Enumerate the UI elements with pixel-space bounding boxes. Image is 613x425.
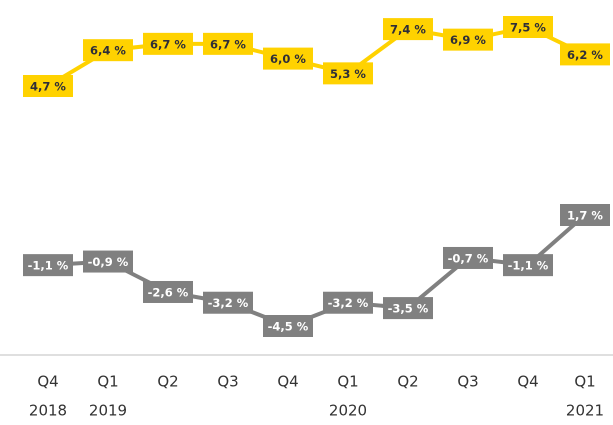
data-label-box bbox=[443, 246, 493, 269]
data-label-box bbox=[443, 28, 493, 51]
data-label: -3,2 % bbox=[328, 296, 369, 310]
data-label-group: 6,4 % bbox=[83, 39, 133, 62]
data-label: 6,0 % bbox=[270, 52, 306, 66]
data-label-box bbox=[560, 43, 610, 66]
x-tick-label: Q1 bbox=[574, 373, 595, 391]
data-label-box bbox=[503, 16, 553, 38]
data-label-group: 6,7 % bbox=[203, 32, 253, 55]
data-label-group: -0,7 % bbox=[443, 246, 493, 269]
data-label-group: 6,0 % bbox=[263, 47, 313, 70]
data-label: 6,4 % bbox=[90, 44, 126, 58]
series-line bbox=[47, 213, 587, 329]
data-label-box bbox=[23, 75, 73, 97]
data-label-group: 4,7 % bbox=[23, 75, 73, 97]
data-label-box bbox=[263, 47, 313, 70]
data-label-group: -3,5 % bbox=[383, 297, 433, 320]
data-label-group: 6,7 % bbox=[143, 32, 193, 55]
x-tick-label: Q2 bbox=[397, 373, 418, 391]
x-tick-label: Q2 bbox=[157, 373, 178, 391]
data-label: -1,1 % bbox=[508, 259, 549, 273]
data-label-group: -4,5 % bbox=[263, 315, 313, 337]
x-tick-label: Q4 bbox=[277, 373, 298, 391]
data-label-group: 1,7 % bbox=[560, 204, 610, 226]
data-label-box bbox=[383, 297, 433, 320]
data-label: 7,4 % bbox=[390, 23, 426, 37]
data-label: -3,5 % bbox=[388, 302, 429, 316]
data-label-box bbox=[323, 291, 373, 314]
data-label-group: -2,6 % bbox=[143, 280, 193, 303]
series-line bbox=[46, 24, 586, 88]
data-label: 6,9 % bbox=[450, 33, 486, 47]
data-label-group: -1,1 % bbox=[23, 254, 73, 277]
data-label-group: -1,1 % bbox=[503, 254, 553, 277]
data-label-group: 6,2 % bbox=[560, 43, 610, 66]
data-label-group: -0,9 % bbox=[83, 250, 133, 273]
x-year-label: 2021 bbox=[566, 402, 604, 420]
data-label-group: 7,4 % bbox=[383, 18, 433, 41]
data-label: 6,7 % bbox=[210, 37, 246, 51]
x-year-label: 2018 bbox=[29, 402, 67, 420]
data-label-group: 5,3 % bbox=[323, 62, 373, 85]
data-label-box bbox=[83, 39, 133, 62]
data-label-box bbox=[503, 254, 553, 277]
x-tick-label: Q1 bbox=[97, 373, 118, 391]
data-label-box bbox=[560, 204, 610, 226]
data-label-box bbox=[383, 18, 433, 41]
data-label: -3,2 % bbox=[208, 296, 249, 310]
data-label-group: 7,5 % bbox=[503, 16, 553, 38]
x-year-label: 2019 bbox=[89, 402, 127, 420]
x-tick-label: Q4 bbox=[517, 373, 538, 391]
x-tick-label: Q1 bbox=[337, 373, 358, 391]
x-tick-label: Q4 bbox=[37, 373, 58, 391]
x-tick-label: Q3 bbox=[217, 373, 238, 391]
data-label-box bbox=[143, 280, 193, 303]
data-label: 4,7 % bbox=[30, 80, 66, 94]
data-label: 1,7 % bbox=[567, 209, 603, 223]
x-tick-label: Q3 bbox=[457, 373, 478, 391]
data-label: 5,3 % bbox=[330, 67, 366, 81]
data-label-box bbox=[83, 250, 133, 273]
data-label-group: 6,9 % bbox=[443, 28, 493, 51]
data-label-box bbox=[203, 291, 253, 314]
data-label-box bbox=[263, 315, 313, 337]
data-label: 6,2 % bbox=[567, 48, 603, 62]
data-label: 7,5 % bbox=[510, 21, 546, 35]
data-label: -4,5 % bbox=[268, 320, 309, 334]
data-label-box bbox=[143, 32, 193, 55]
data-label-group: -3,2 % bbox=[323, 291, 373, 314]
data-label-box bbox=[23, 254, 73, 277]
data-label: -0,9 % bbox=[88, 255, 129, 269]
data-label: -1,1 % bbox=[28, 259, 69, 273]
data-label-box bbox=[323, 62, 373, 85]
data-label: -0,7 % bbox=[448, 251, 489, 265]
data-label: -2,6 % bbox=[148, 285, 189, 299]
data-label-group: -3,2 % bbox=[203, 291, 253, 314]
x-year-label: 2020 bbox=[329, 402, 367, 420]
data-label-box bbox=[203, 32, 253, 55]
data-label: 6,7 % bbox=[150, 37, 186, 51]
